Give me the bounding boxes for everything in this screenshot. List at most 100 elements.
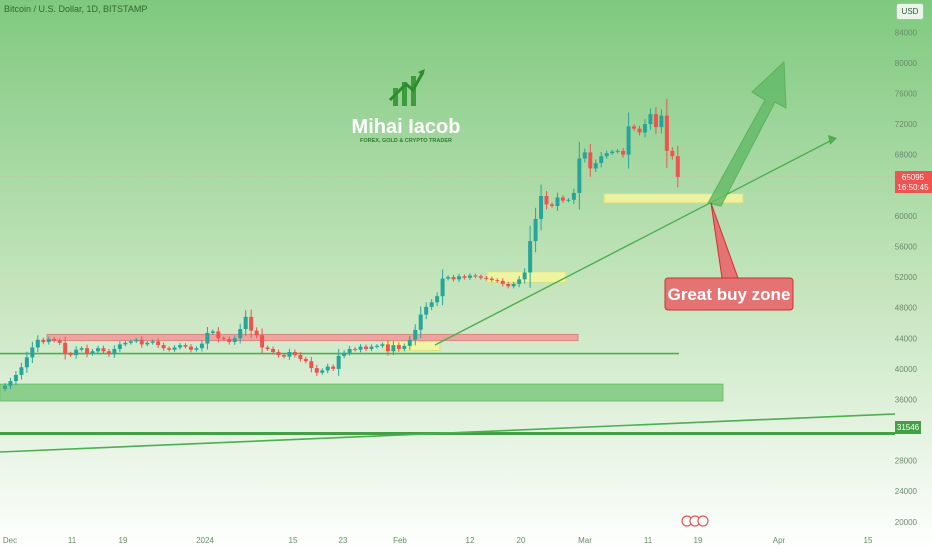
y-tick-label: 60000 <box>895 212 918 221</box>
event-markers[interactable] <box>681 515 709 527</box>
candle <box>79 348 84 350</box>
candle <box>199 343 204 349</box>
candle <box>364 346 369 349</box>
candle <box>3 385 7 389</box>
candle <box>380 344 385 346</box>
support-zone <box>0 383 724 402</box>
candle <box>418 314 423 330</box>
last-price-badge: 65095 16:50:45 <box>895 171 932 193</box>
flag-icon[interactable] <box>697 515 709 527</box>
candle <box>396 345 401 349</box>
candle <box>615 150 620 152</box>
candle <box>642 124 647 133</box>
logo-name: Mihai Iacob <box>352 116 461 138</box>
resistance-zone <box>46 333 579 342</box>
x-tick-label: 2024 <box>196 536 214 545</box>
candle <box>167 348 172 350</box>
candle <box>675 156 680 177</box>
candle <box>637 128 642 133</box>
candle <box>478 276 483 278</box>
y-tick-label: 68000 <box>895 151 918 160</box>
annotation-callout[interactable]: Great buy zone <box>664 202 794 311</box>
candle <box>555 197 560 206</box>
candle <box>210 331 215 333</box>
candle <box>571 192 576 200</box>
candle <box>24 357 29 368</box>
candle <box>664 115 669 151</box>
candle <box>533 218 538 242</box>
candle <box>271 348 276 353</box>
candle <box>484 277 489 279</box>
callout-box <box>664 277 794 311</box>
candle <box>604 153 609 157</box>
candle <box>156 341 161 346</box>
y-tick-label: 44000 <box>895 334 918 343</box>
candle <box>30 347 35 358</box>
candle <box>276 352 281 356</box>
candle <box>303 358 308 362</box>
y-tick-label: 80000 <box>895 59 918 68</box>
candle <box>577 158 582 193</box>
candle <box>309 361 314 369</box>
buy-zone-upper <box>603 193 744 204</box>
candle <box>560 197 565 201</box>
x-tick-label: Feb <box>393 536 407 545</box>
x-tick-label: 23 <box>339 536 348 545</box>
candle <box>314 368 319 373</box>
candle <box>495 280 500 282</box>
candle <box>145 342 150 345</box>
candle <box>287 352 292 357</box>
candle <box>413 329 418 340</box>
candle <box>446 277 451 279</box>
level-badge-label: 31546 <box>897 423 920 432</box>
candle <box>489 278 494 281</box>
candle <box>336 355 341 369</box>
y-tick-label: 52000 <box>895 273 918 282</box>
candle <box>385 344 390 352</box>
last-price-countdown: 16:50:45 <box>897 183 929 192</box>
candle <box>374 345 379 347</box>
candle <box>63 342 68 354</box>
candle <box>117 344 122 349</box>
logo-tagline: FOREX, GOLD & CRYPTO TRADER <box>360 138 452 144</box>
candle <box>325 366 330 371</box>
candle <box>101 348 106 352</box>
x-axis[interactable]: Dec 11 19 2024 15 23 Feb 12 20 Mar 11 19 Apr 15 <box>3 536 873 545</box>
candle <box>599 156 604 164</box>
candle <box>216 331 221 339</box>
candle <box>205 332 210 344</box>
candle <box>139 339 144 345</box>
candle <box>178 345 183 348</box>
x-tick-label: 11 <box>68 536 77 545</box>
x-tick-label: 12 <box>466 536 475 545</box>
candle <box>610 151 615 154</box>
candle <box>128 341 133 343</box>
long-term-trendline <box>0 413 896 453</box>
candle <box>238 329 243 339</box>
candle <box>457 276 462 280</box>
candle <box>123 342 128 345</box>
y-tick-label: 36000 <box>895 395 918 404</box>
candle <box>221 338 226 340</box>
candle <box>19 367 24 375</box>
candle <box>57 340 62 343</box>
candle <box>260 335 265 348</box>
logo: Mihai Iacob FOREX, GOLD & CRYPTO TRADER <box>352 69 461 144</box>
candle <box>462 276 467 278</box>
candle <box>588 152 593 169</box>
y-tick-label: 76000 <box>895 89 918 98</box>
y-tick-label: 24000 <box>895 487 918 496</box>
candle <box>331 366 336 369</box>
candle <box>539 195 544 219</box>
candle <box>292 352 297 356</box>
currency-button[interactable]: USD <box>896 3 924 20</box>
x-tick-label: 11 <box>644 536 653 545</box>
candle <box>407 339 412 346</box>
candle <box>653 114 658 128</box>
candle <box>347 348 352 353</box>
candle <box>632 126 637 129</box>
candle <box>582 152 587 159</box>
candle <box>90 351 95 354</box>
x-tick-label: 19 <box>694 536 703 545</box>
